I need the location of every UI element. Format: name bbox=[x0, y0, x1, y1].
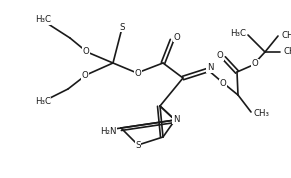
Text: N: N bbox=[207, 64, 213, 72]
Text: CH₃: CH₃ bbox=[281, 30, 291, 40]
Text: CH₃: CH₃ bbox=[253, 109, 269, 119]
Text: CH₃: CH₃ bbox=[284, 48, 291, 56]
Text: H₃C: H₃C bbox=[35, 98, 51, 106]
Text: S: S bbox=[119, 22, 125, 32]
Text: N: N bbox=[173, 114, 179, 124]
Text: S: S bbox=[135, 140, 141, 150]
Text: H₂N: H₂N bbox=[100, 127, 116, 135]
Text: O: O bbox=[135, 69, 141, 78]
Text: O: O bbox=[220, 80, 226, 88]
Text: O: O bbox=[81, 72, 88, 80]
Text: O: O bbox=[217, 51, 223, 61]
Text: H₃C: H₃C bbox=[230, 30, 246, 38]
Text: O: O bbox=[174, 33, 180, 41]
Text: H₃C: H₃C bbox=[35, 15, 51, 25]
Text: O: O bbox=[83, 46, 89, 56]
Text: O: O bbox=[252, 59, 258, 69]
